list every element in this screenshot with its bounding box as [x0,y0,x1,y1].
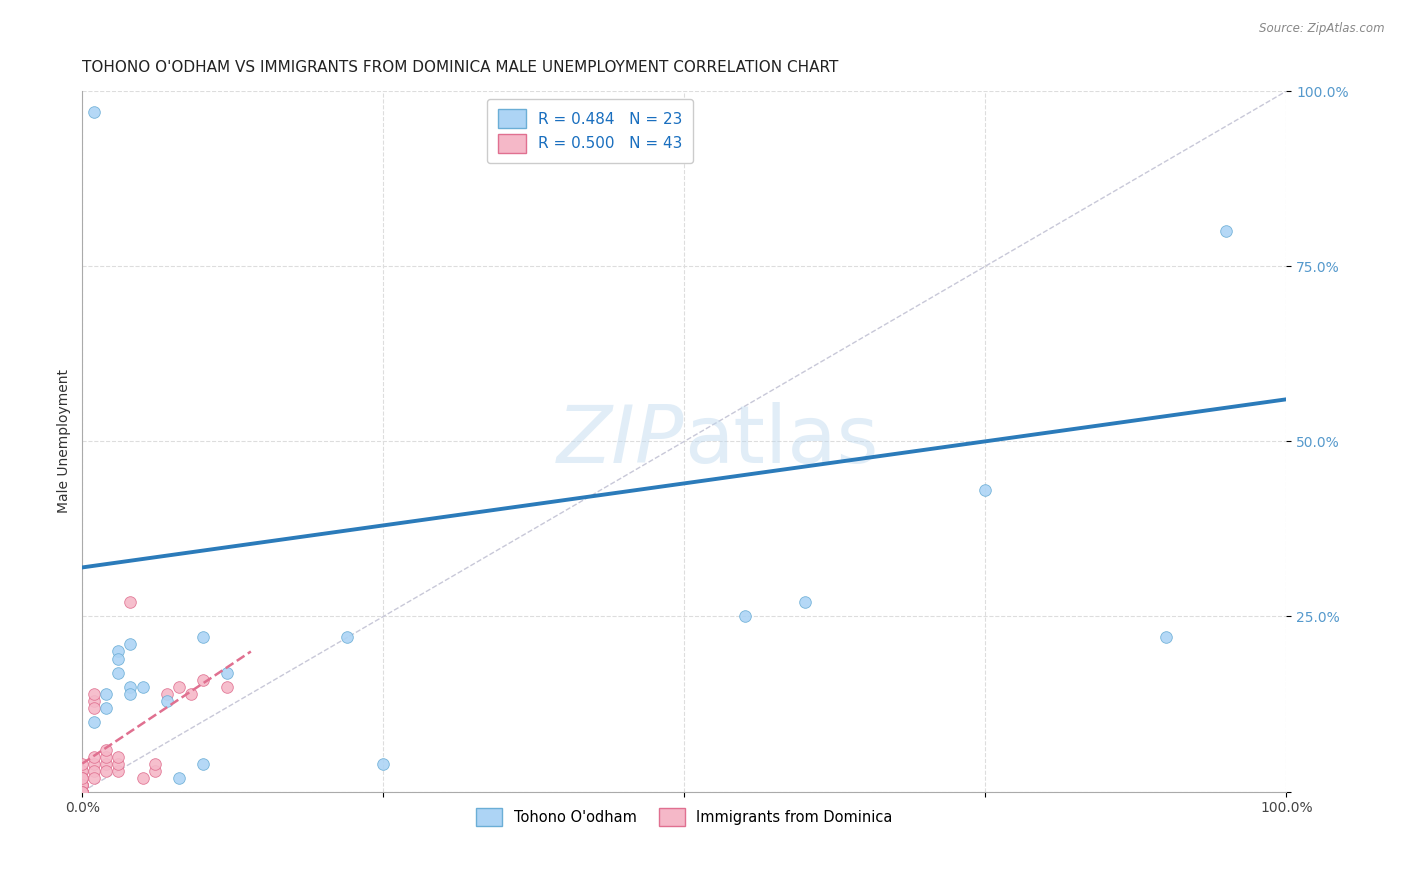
Point [107,644,129,658]
Point [83,693,105,707]
Point [107,756,129,771]
Point [83,714,105,729]
Point [72,771,94,785]
Point [96,700,118,714]
Point [107,665,129,680]
Point [191,631,214,645]
Point [131,680,153,694]
Point [155,687,177,701]
Point [72,784,94,798]
Point [107,764,129,778]
Point [96,749,118,764]
Point [72,784,94,798]
Point [180,687,202,701]
Point [72,784,94,798]
Point [373,756,395,771]
Point [143,756,166,771]
Point [191,673,214,687]
Text: ZIP: ZIP [557,402,685,480]
Point [793,595,815,609]
Point [72,778,94,792]
Point [974,483,997,498]
Point [72,764,94,778]
Point [83,756,105,771]
Point [72,756,94,771]
Point [96,742,118,756]
Point [72,784,94,798]
Point [107,651,129,665]
Point [96,764,118,778]
Point [72,771,94,785]
Point [107,749,129,764]
Point [83,771,105,785]
Point [120,687,142,701]
Point [72,764,94,778]
Point [1154,631,1177,645]
Point [72,784,94,798]
Point [167,680,190,694]
Point [336,631,359,645]
Point [120,680,142,694]
Point [72,778,94,792]
Point [83,105,105,120]
Point [120,638,142,652]
Point [72,778,94,792]
Point [215,665,238,680]
Text: atlas: atlas [685,402,879,480]
Point [155,693,177,707]
Text: TOHONO O'ODHAM VS IMMIGRANTS FROM DOMINICA MALE UNEMPLOYMENT CORRELATION CHART: TOHONO O'ODHAM VS IMMIGRANTS FROM DOMINI… [83,60,838,75]
Point [72,778,94,792]
Point [83,749,105,764]
Legend: Tohono O'odham, Immigrants from Dominica: Tohono O'odham, Immigrants from Dominica [468,801,900,833]
Point [96,756,118,771]
Point [191,756,214,771]
Point [83,687,105,701]
Point [72,784,94,798]
Point [1215,224,1237,238]
Point [167,771,190,785]
Point [83,700,105,714]
Y-axis label: Male Unemployment: Male Unemployment [58,369,72,513]
Point [143,764,166,778]
Point [215,680,238,694]
Point [734,609,756,624]
Point [96,687,118,701]
Point [72,778,94,792]
Point [72,771,94,785]
Point [72,784,94,798]
Point [120,595,142,609]
Point [83,764,105,778]
Text: Source: ZipAtlas.com: Source: ZipAtlas.com [1260,22,1385,36]
Point [72,771,94,785]
Point [131,771,153,785]
Point [72,784,94,798]
